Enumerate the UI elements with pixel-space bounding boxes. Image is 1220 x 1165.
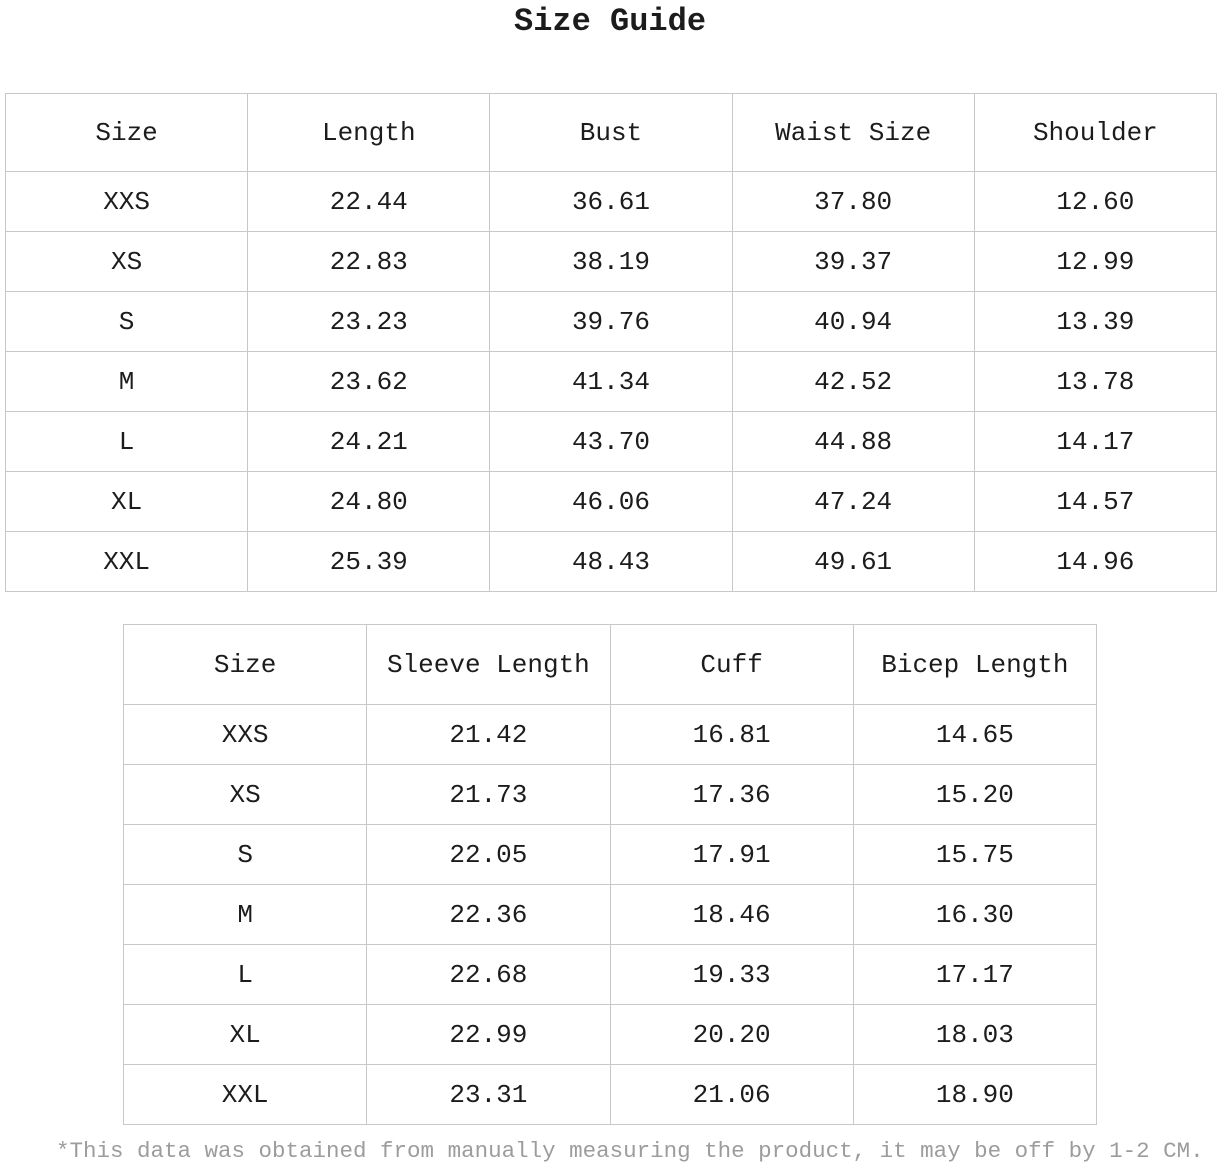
value-cell: 48.43 [489,531,733,592]
column-header-length: Length [247,93,491,172]
size-cell: XS [4,231,249,292]
value-cell: 22.99 [366,1004,611,1065]
table-row: M 23.62 41.34 42.52 13.78 [4,351,1218,412]
value-cell: 12.99 [973,231,1218,292]
value-cell: 46.06 [489,471,733,532]
size-cell: L [122,944,368,1005]
value-cell: 14.57 [973,471,1218,532]
value-cell: 20.20 [609,1004,854,1065]
value-cell: 25.39 [247,531,491,592]
page-title: Size Guide [513,3,707,40]
value-cell: 21.42 [366,704,611,765]
value-cell: 41.34 [489,351,733,412]
size-cell: XXL [4,531,249,592]
value-cell: 22.44 [247,171,491,232]
column-header-shoulder: Shoulder [973,93,1218,172]
column-header-size: Size [122,624,368,705]
value-cell: 39.76 [489,291,733,352]
table-row: S 22.05 17.91 15.75 [122,824,1098,885]
value-cell: 22.05 [366,824,611,885]
value-cell: 36.61 [489,171,733,232]
value-cell: 43.70 [489,411,733,472]
table-row: L 22.68 19.33 17.17 [122,944,1098,1005]
table-row: XL 22.99 20.20 18.03 [122,1004,1098,1065]
size-cell: XXS [4,171,249,232]
size-cell: XS [122,764,368,825]
value-cell: 18.46 [609,884,854,945]
size-cell: XXS [122,704,368,765]
column-header-cuff: Cuff [609,624,854,705]
value-cell: 38.19 [489,231,733,292]
value-cell: 18.03 [852,1004,1098,1065]
value-cell: 15.20 [852,764,1098,825]
value-cell: 16.81 [609,704,854,765]
value-cell: 14.65 [852,704,1098,765]
value-cell: 23.23 [247,291,491,352]
value-cell: 13.78 [973,351,1218,412]
column-header-bicep-length: Bicep Length [852,624,1098,705]
value-cell: 17.91 [609,824,854,885]
value-cell: 14.17 [973,411,1218,472]
table-header-row: Size Sleeve Length Cuff Bicep Length [122,624,1098,705]
size-cell: XL [122,1004,368,1065]
value-cell: 17.17 [852,944,1098,1005]
size-cell: M [4,351,249,412]
column-header-waist-size: Waist Size [731,93,975,172]
value-cell: 24.80 [247,471,491,532]
value-cell: 44.88 [731,411,975,472]
value-cell: 13.39 [973,291,1218,352]
table-row: L 24.21 43.70 44.88 14.17 [4,411,1218,472]
value-cell: 16.30 [852,884,1098,945]
value-cell: 40.94 [731,291,975,352]
value-cell: 23.62 [247,351,491,412]
table-header-row: Size Length Bust Waist Size Shoulder [4,93,1218,172]
size-cell: M [122,884,368,945]
value-cell: 21.73 [366,764,611,825]
value-cell: 23.31 [366,1064,611,1125]
value-cell: 24.21 [247,411,491,472]
value-cell: 15.75 [852,824,1098,885]
table-row: XXL 25.39 48.43 49.61 14.96 [4,531,1218,592]
table-row: XL 24.80 46.06 47.24 14.57 [4,471,1218,532]
value-cell: 12.60 [973,171,1218,232]
column-header-sleeve-length: Sleeve Length [366,624,611,705]
column-header-bust: Bust [489,93,733,172]
table-row: XXS 21.42 16.81 14.65 [122,704,1098,765]
size-table-main: Size Length Bust Waist Size Shoulder XXS… [4,93,1218,592]
footnote: *This data was obtained from manually me… [56,1138,1204,1164]
table-row: XS 22.83 38.19 39.37 12.99 [4,231,1218,292]
value-cell: 22.68 [366,944,611,1005]
table-row: M 22.36 18.46 16.30 [122,884,1098,945]
value-cell: 49.61 [731,531,975,592]
value-cell: 14.96 [973,531,1218,592]
value-cell: 37.80 [731,171,975,232]
table-row: XXS 22.44 36.61 37.80 12.60 [4,171,1218,232]
value-cell: 22.83 [247,231,491,292]
table-row: S 23.23 39.76 40.94 13.39 [4,291,1218,352]
value-cell: 21.06 [609,1064,854,1125]
size-cell: XXL [122,1064,368,1125]
value-cell: 42.52 [731,351,975,412]
size-cell: S [4,291,249,352]
size-cell: XL [4,471,249,532]
value-cell: 39.37 [731,231,975,292]
size-cell: S [122,824,368,885]
value-cell: 19.33 [609,944,854,1005]
value-cell: 17.36 [609,764,854,825]
value-cell: 22.36 [366,884,611,945]
table-row: XS 21.73 17.36 15.20 [122,764,1098,825]
value-cell: 18.90 [852,1064,1098,1125]
size-cell: L [4,411,249,472]
table-row: XXL 23.31 21.06 18.90 [122,1064,1098,1125]
size-table-sleeve: Size Sleeve Length Cuff Bicep Length XXS… [122,624,1098,1125]
value-cell: 47.24 [731,471,975,532]
column-header-size: Size [4,93,249,172]
